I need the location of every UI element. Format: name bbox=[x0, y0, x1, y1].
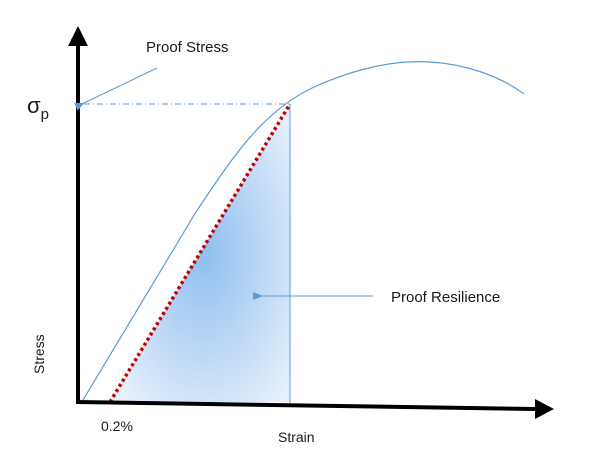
sigma-subscript: p bbox=[41, 106, 49, 123]
strain-axis-label: Strain bbox=[278, 429, 315, 445]
proof-stress-label: Proof Stress bbox=[146, 39, 229, 56]
y-axis-arrowhead bbox=[68, 26, 88, 46]
x-axis-arrowhead bbox=[535, 399, 554, 419]
offset-line bbox=[108, 103, 292, 403]
stress-strain-curve bbox=[82, 61, 525, 401]
x-axis bbox=[75, 400, 537, 411]
sigma-symbol: σ bbox=[27, 93, 41, 118]
proof-resilience-label: Proof Resilience bbox=[391, 289, 500, 306]
offset-label: 0.2% bbox=[101, 418, 133, 434]
proof-stress-leader-arrow bbox=[74, 67, 158, 111]
sigma-p-label: σp bbox=[27, 93, 49, 123]
stress-axis-label: Stress bbox=[31, 334, 47, 374]
